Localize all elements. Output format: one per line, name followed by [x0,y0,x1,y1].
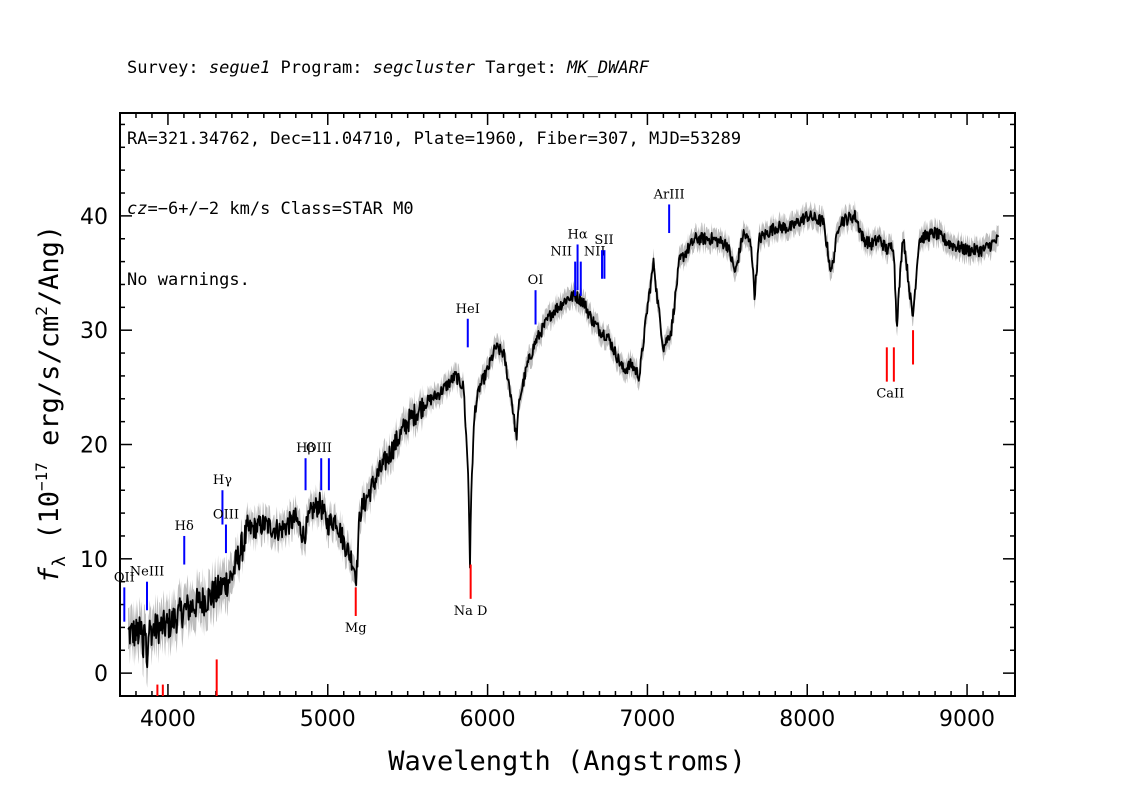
emission-line-label: SII [594,233,613,248]
header-line-redshift: cz=−6+/−2 km/s Class=STAR M0 [127,198,741,222]
header-line-survey: Survey: segue1 Program: segcluster Targe… [127,57,741,81]
emission-line-label: Hβ [296,441,315,456]
target-label: Target: [475,58,568,78]
emission-line-label: NII [584,245,606,260]
x-tick-label: 7000 [619,707,675,732]
y-tick-label: 10 [80,548,108,573]
emission-line-label: OIII [213,508,239,523]
cz-class: km/s Class=STAR M0 [219,199,414,219]
emission-line-label: Hγ [213,473,232,488]
survey-label: Survey: [127,58,209,78]
survey-value: segue1 [208,58,271,78]
plot-frame [119,112,1016,697]
line-markers: OIINeIIIHδHγOIIIHβOIIIHeIOINIIHαNIISIIAr… [114,187,915,696]
y-tick-label: 40 [80,205,108,230]
absorption-line-label: CaII [876,387,904,402]
cz-label: cz [127,199,148,219]
x-tick-label: 4000 [140,707,196,732]
absorption-line-label: Mg [345,621,367,636]
emission-line-label: OI [528,273,544,288]
x-axis-title: Wavelength (Angstroms) [388,746,746,777]
emission-line-label: Hδ [175,519,194,534]
spectrum-header: Survey: segue1 Program: segcluster Targe… [127,10,741,316]
y-tick-label: 20 [80,434,108,459]
axis-ticks: 4000 5000 6000 7000 8000 9000 0 10 20 30 40 [80,113,1015,732]
error-band [128,200,999,688]
y-tick-label: 0 [94,662,108,687]
program-label: Program: [270,58,373,78]
emission-line-label: HeI [456,302,480,317]
emission-line-label: NII [550,245,572,260]
spectrum-line [127,209,1000,669]
x-tick-label: 6000 [460,707,516,732]
cz-value: =−6+/−2 [147,199,220,219]
header-line-warnings: No warnings. [127,269,250,290]
emission-line-label: NeIII [130,565,164,580]
absorption-line-label: Na D [454,604,488,619]
x-tick-label: 9000 [939,707,995,732]
spectrum-line-group [127,209,1000,669]
emission-line-label: OII [114,570,135,585]
emission-line-label: ArIII [653,187,685,202]
x-tick-label: 8000 [779,707,835,732]
x-tick-label: 5000 [300,707,356,732]
emission-line-label: Hα [568,227,588,242]
header-line-coords: RA=321.34762, Dec=11.04710, Plate=1960, … [127,128,742,149]
error-band-area [128,200,999,688]
y-axis-title: fλ (10−17 erg/s/cm2/Ang) [32,225,70,583]
emission-line-label: OIII [306,441,332,456]
y-tick-label: 30 [80,319,108,344]
program-value: segcluster [372,58,476,78]
target-value: MK_DWARF [567,58,650,78]
